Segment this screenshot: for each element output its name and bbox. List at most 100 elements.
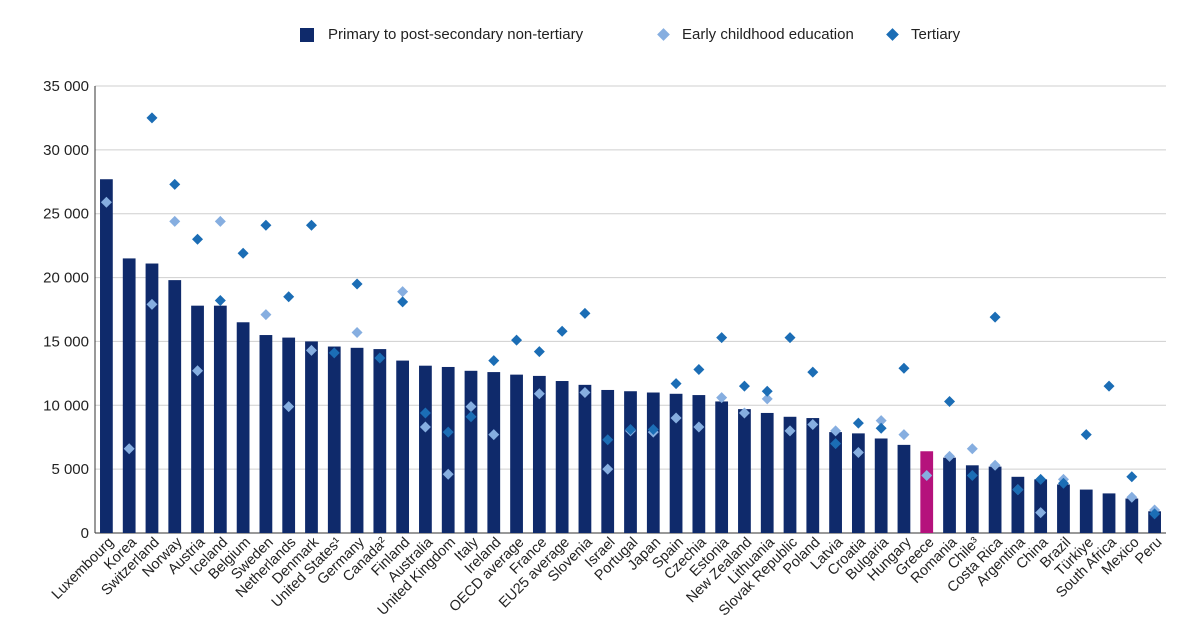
diamond-marker xyxy=(374,352,386,364)
legend-label-primary: Primary to post-secondary non-tertiary xyxy=(328,26,584,43)
diamond-marker xyxy=(693,421,705,433)
bar xyxy=(943,457,956,533)
bar xyxy=(1034,479,1048,533)
legend: Primary to post-secondary non-tertiary E… xyxy=(0,26,1200,54)
diamond-marker xyxy=(716,392,728,404)
diamond-marker xyxy=(693,364,705,376)
diamond-marker xyxy=(579,387,591,399)
diamond-marker xyxy=(830,425,842,437)
bar xyxy=(555,381,569,533)
y-tick-label: 15 000 xyxy=(43,333,89,350)
diamond-marker xyxy=(1126,471,1138,483)
diamond-marker xyxy=(670,412,682,424)
diamond-marker xyxy=(533,346,545,358)
bar xyxy=(122,258,136,533)
legend-label-early-childhood: Early childhood education xyxy=(682,26,854,43)
diamond-marker xyxy=(1126,491,1138,503)
diamond-marker xyxy=(989,459,1001,471)
diamond-marker xyxy=(602,463,614,475)
bar xyxy=(1148,511,1161,533)
diamond-marker xyxy=(1149,508,1161,520)
diamond-marker xyxy=(146,112,158,124)
bar xyxy=(624,391,637,533)
bar xyxy=(897,444,911,533)
bar xyxy=(920,451,934,533)
y-tick-label: 25 000 xyxy=(43,206,89,223)
diamond-marker xyxy=(807,418,819,430)
diamond-marker xyxy=(351,278,363,290)
diamond-marker xyxy=(192,233,204,245)
diamond-marker xyxy=(807,366,819,378)
diamond-marker xyxy=(260,309,272,321)
bar xyxy=(145,263,159,533)
diamond-marker xyxy=(123,443,135,455)
diamond-marker xyxy=(579,307,591,319)
diamond-marker xyxy=(146,298,158,310)
diamond-marker xyxy=(1035,473,1047,485)
diamond-marker xyxy=(921,470,933,482)
diamond-marker xyxy=(556,325,568,337)
diamond-marker xyxy=(602,434,614,446)
diamond-marker xyxy=(966,443,978,455)
bar xyxy=(715,401,729,533)
diamond-marker xyxy=(875,415,887,427)
diamond-marker xyxy=(989,311,1001,323)
bar xyxy=(396,360,410,533)
diamond-marker xyxy=(419,407,431,419)
bar xyxy=(487,372,501,533)
bar xyxy=(578,384,592,533)
diamond-marker xyxy=(465,401,477,413)
bar xyxy=(988,466,1002,533)
bar xyxy=(738,409,751,533)
diamond-marker xyxy=(784,332,796,344)
diamond-marker xyxy=(305,344,317,356)
bar xyxy=(851,433,865,533)
bar xyxy=(532,375,546,533)
diamond-marker xyxy=(852,417,864,429)
bar xyxy=(259,335,273,533)
bar xyxy=(282,337,296,533)
diamond-marker xyxy=(625,424,636,436)
diamond-marker xyxy=(283,401,295,413)
bar xyxy=(191,305,204,533)
diamond-marker xyxy=(397,286,409,298)
diamond-marker xyxy=(761,385,773,397)
bar xyxy=(1125,498,1139,533)
bar xyxy=(601,389,615,533)
bar xyxy=(965,465,979,533)
diamond-marker xyxy=(647,424,659,436)
y-tick-label: 5 000 xyxy=(51,461,89,478)
y-tick-label: 30 000 xyxy=(43,142,89,159)
diamond-marker xyxy=(1080,429,1092,441)
bar xyxy=(760,412,774,533)
bar xyxy=(373,349,387,533)
y-tick-label: 10 000 xyxy=(43,397,89,414)
diamond-marker xyxy=(716,332,728,344)
diamond-marker xyxy=(511,334,523,346)
diamond-marker xyxy=(898,429,910,441)
diamond-marker xyxy=(283,291,295,303)
bar xyxy=(441,366,455,533)
diamond-marker xyxy=(830,438,842,450)
diamond-marker xyxy=(1057,477,1069,489)
bar xyxy=(100,179,113,533)
bar xyxy=(1102,493,1116,533)
diamond-marker xyxy=(351,326,363,338)
diamond-marker xyxy=(944,450,956,462)
diamond-marker xyxy=(1012,484,1024,496)
bar xyxy=(646,392,660,533)
diamond-marker xyxy=(260,219,272,231)
diamond-marker xyxy=(442,426,454,438)
diamond-marker xyxy=(875,422,887,434)
diamond-marker xyxy=(738,380,750,392)
diamond-marker xyxy=(1103,380,1115,392)
diamond-marker xyxy=(419,421,431,433)
diamond-marker xyxy=(488,355,500,367)
legend-label-tertiary: Tertiary xyxy=(911,26,961,43)
y-tick-label: 0 xyxy=(81,525,89,542)
bar xyxy=(305,341,318,533)
bar xyxy=(510,374,523,533)
diamond-marker xyxy=(784,425,796,437)
diamond-marker xyxy=(944,395,956,407)
